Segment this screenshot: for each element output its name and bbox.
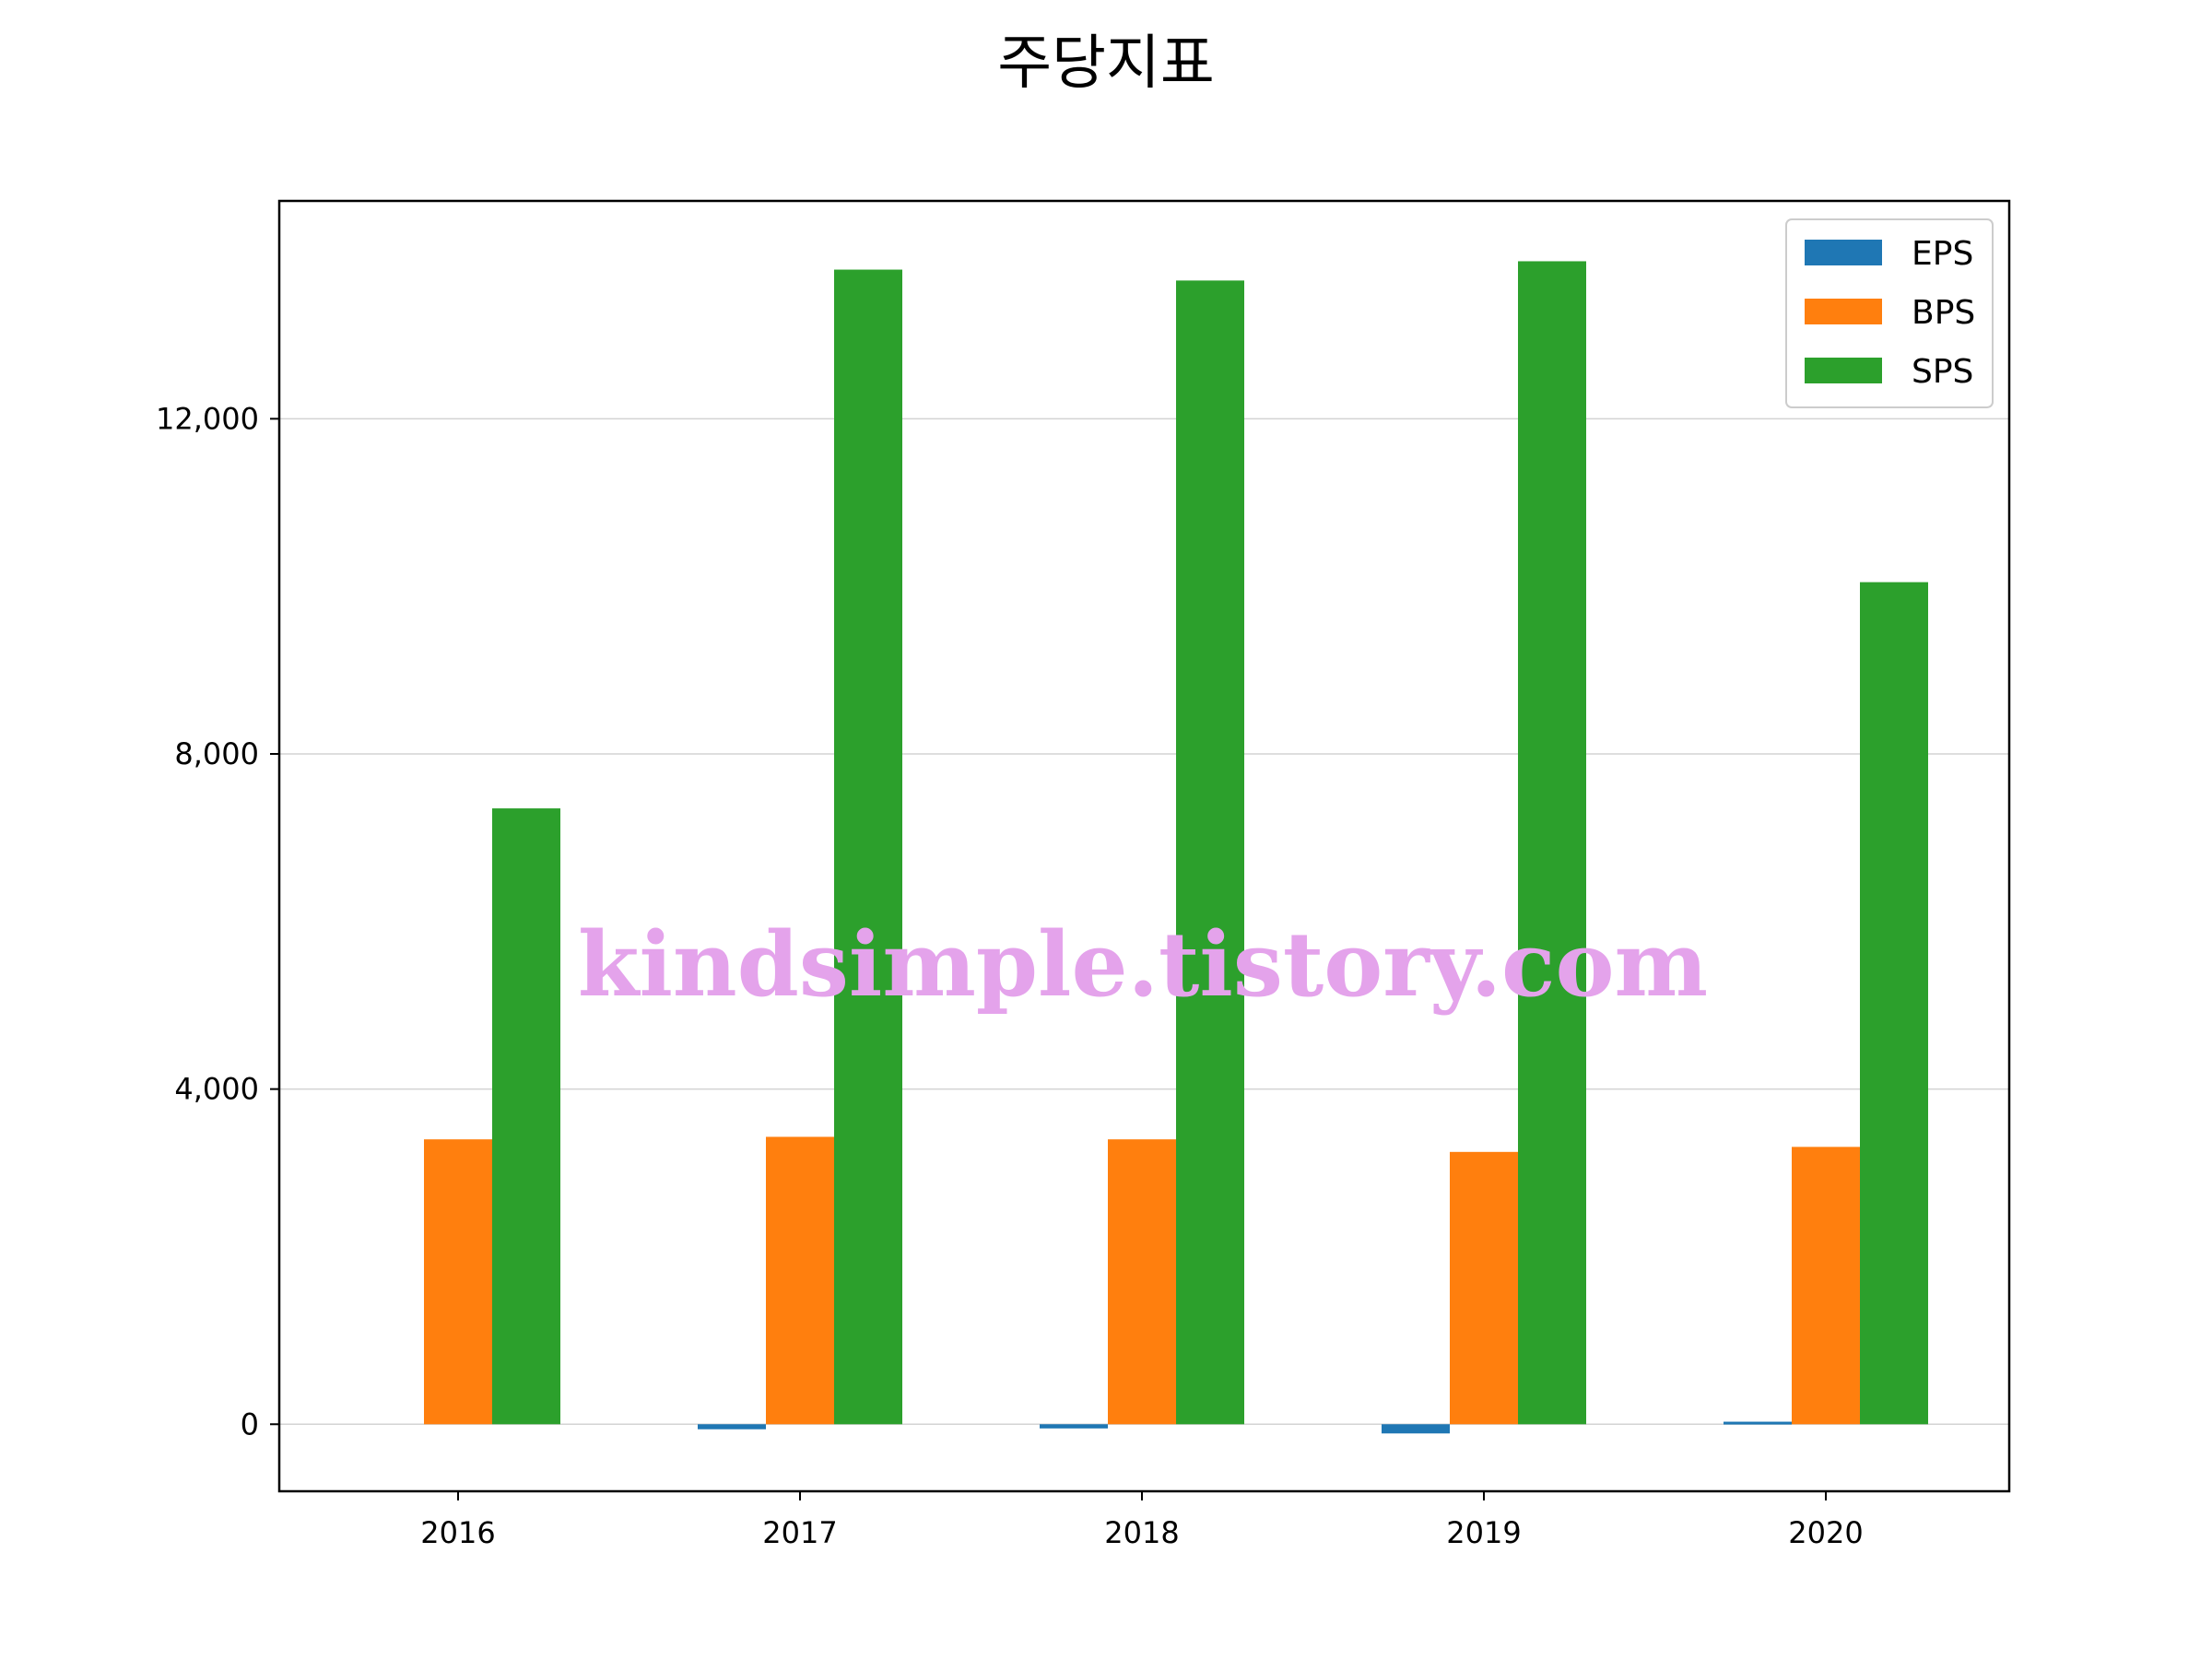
y-tick-label: 4,000 — [174, 1072, 259, 1107]
bar-sps-2016 — [492, 808, 560, 1425]
chart-title: 주당지표 — [997, 29, 1215, 98]
y-axis: 0 4,000 8,000 12,000 — [156, 401, 279, 1441]
x-axis: 2016 2017 2018 2019 2020 — [420, 1491, 1864, 1550]
legend-swatch-sps — [1805, 358, 1882, 383]
x-tick-label: 2016 — [420, 1515, 495, 1550]
bar-sps-2018 — [1176, 280, 1244, 1425]
x-tick-label: 2019 — [1446, 1515, 1521, 1550]
bar-bps-2016 — [424, 1139, 492, 1425]
bar-eps-2018 — [1040, 1424, 1108, 1429]
x-tick-label: 2020 — [1788, 1515, 1863, 1550]
x-tick-label: 2017 — [762, 1515, 837, 1550]
bar-sps-2020 — [1860, 582, 1928, 1425]
legend-label-bps: BPS — [1912, 294, 1975, 332]
legend-label-eps: EPS — [1912, 235, 1973, 273]
y-tick-label: 8,000 — [174, 736, 259, 771]
bar-bps-2018 — [1108, 1139, 1176, 1425]
watermark-text: kindsimple.tistory.com — [578, 912, 1708, 1017]
bar-eps-2017 — [698, 1424, 766, 1430]
bars — [424, 261, 1928, 1434]
legend-swatch-bps — [1805, 299, 1882, 324]
plot-frame — [277, 199, 2011, 1493]
bar-eps-2019 — [1382, 1424, 1450, 1434]
bar-sps-2017 — [834, 269, 902, 1425]
legend-label-sps: SPS — [1912, 353, 1973, 391]
legend-swatch-eps — [1805, 240, 1882, 265]
bar-bps-2019 — [1450, 1151, 1518, 1425]
bar-bps-2020 — [1792, 1147, 1860, 1425]
bar-bps-2017 — [766, 1136, 834, 1425]
x-tick-label: 2018 — [1104, 1515, 1179, 1550]
bar-eps-2020 — [1724, 1421, 1792, 1425]
y-tick-label: 12,000 — [156, 401, 259, 436]
y-tick-label: 0 — [241, 1406, 259, 1441]
bar-sps-2019 — [1518, 261, 1586, 1425]
legend: EPS BPS SPS — [1785, 218, 1994, 408]
